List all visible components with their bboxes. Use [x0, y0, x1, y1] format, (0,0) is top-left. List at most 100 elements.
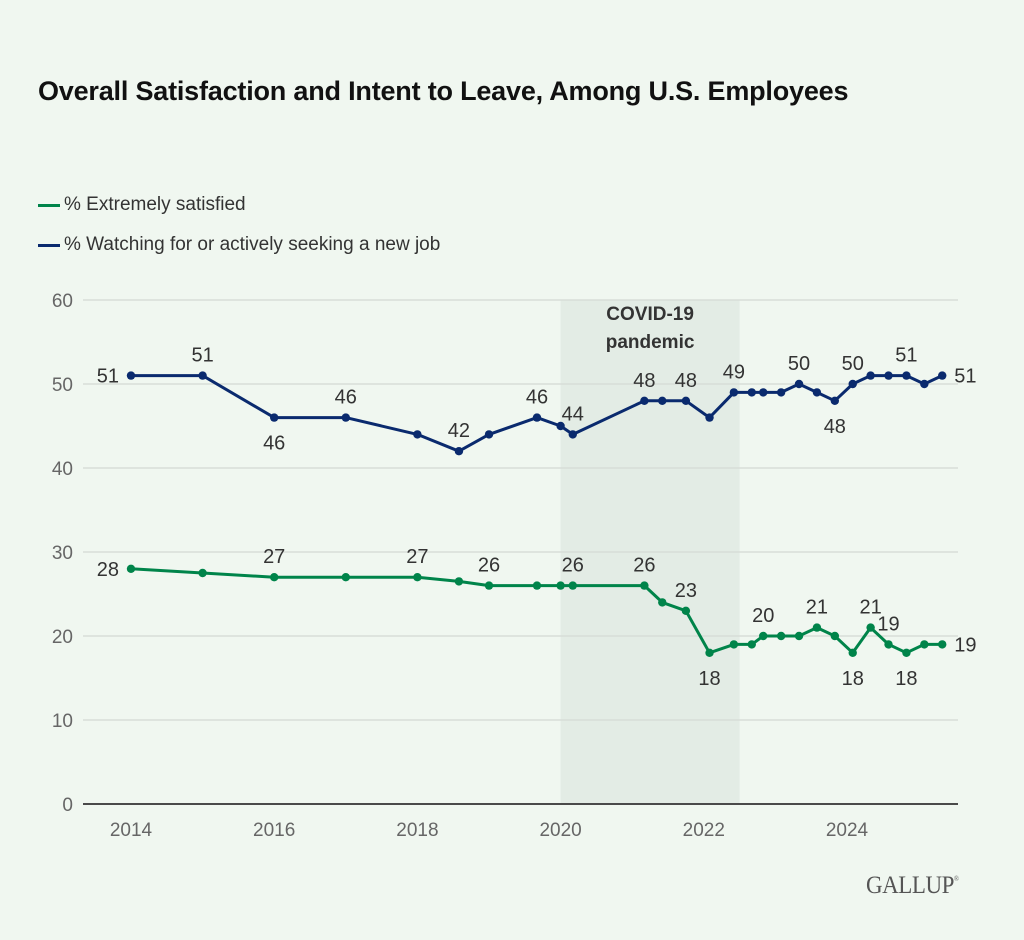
chart-title: Overall Satisfaction and Intent to Leave… — [38, 76, 849, 106]
data-label-seeking: 44 — [562, 403, 584, 425]
data-point-satisfied — [270, 573, 279, 582]
data-label-satisfied: 21 — [806, 597, 828, 619]
data-label-seeking: 48 — [675, 370, 697, 392]
data-point-seeking — [556, 421, 565, 431]
data-point-seeking — [794, 379, 804, 389]
data-point-seeking — [830, 396, 840, 405]
data-point-satisfied — [884, 640, 893, 649]
data-point-satisfied — [938, 640, 947, 649]
y-tick-label-50: 50 — [52, 375, 73, 396]
data-point-satisfied — [747, 640, 756, 649]
data-point-seeking — [413, 430, 422, 439]
x-tick-label-2016: 2016 — [253, 820, 295, 841]
legend-item-satisfied: % Extremely satisfied — [38, 185, 440, 225]
data-label-satisfied: 23 — [675, 580, 697, 602]
data-label-seeking: 50 — [788, 353, 810, 375]
legend-item-seeking: % Watching for or actively seeking a new… — [38, 225, 440, 265]
legend-swatch-satisfied — [38, 203, 60, 207]
data-point-satisfied — [729, 640, 739, 649]
data-label-satisfied: 27 — [263, 546, 285, 568]
data-point-satisfied — [532, 581, 542, 590]
data-point-seeking — [681, 396, 691, 405]
data-point-satisfied — [413, 573, 422, 582]
data-point-seeking — [848, 379, 857, 389]
y-tick-label-30: 30 — [52, 543, 73, 564]
data-label-seeking: 51 — [954, 366, 976, 388]
gallup-logo: GALLUP® — [866, 872, 959, 899]
data-point-satisfied — [454, 577, 464, 586]
data-point-seeking — [884, 371, 893, 380]
data-point-satisfied — [126, 564, 136, 573]
data-label-satisfied: 19 — [877, 613, 899, 635]
data-point-satisfied — [198, 568, 207, 578]
data-point-satisfied — [866, 623, 875, 632]
data-point-seeking — [747, 388, 756, 397]
data-label-seeking: 50 — [842, 353, 864, 375]
data-point-seeking — [198, 371, 207, 380]
data-point-seeking — [270, 413, 279, 422]
data-label-seeking: 51 — [895, 345, 917, 367]
data-label-satisfied: 18 — [895, 668, 917, 690]
x-tick-label-2014: 2014 — [110, 820, 153, 841]
data-point-satisfied — [640, 581, 649, 590]
data-label-satisfied: 21 — [860, 597, 882, 619]
data-label-satisfied: 27 — [406, 546, 428, 568]
data-label-satisfied: 26 — [562, 555, 584, 577]
data-point-seeking — [126, 371, 136, 380]
data-label-seeking: 42 — [448, 420, 470, 442]
y-tick-label-10: 10 — [52, 711, 73, 732]
data-label-seeking: 48 — [824, 416, 846, 438]
data-label-seeking: 49 — [723, 361, 745, 383]
data-point-satisfied — [556, 581, 565, 590]
data-label-satisfied: 18 — [698, 668, 720, 690]
y-tick-label-0: 0 — [62, 795, 73, 816]
data-point-seeking — [568, 430, 577, 439]
data-point-satisfied — [902, 648, 911, 657]
y-tick-label-60: 60 — [52, 291, 73, 312]
data-point-satisfied — [830, 631, 840, 641]
data-point-satisfied — [776, 631, 786, 641]
data-point-satisfied — [681, 606, 691, 615]
data-label-satisfied: 19 — [954, 634, 976, 656]
data-label-satisfied: 26 — [633, 555, 655, 577]
data-point-satisfied — [759, 631, 768, 641]
legend: % Extremely satisfied % Watching for or … — [38, 185, 440, 265]
data-point-seeking — [812, 388, 822, 397]
y-tick-label-20: 20 — [52, 627, 73, 648]
x-tick-label-2018: 2018 — [396, 820, 438, 841]
data-point-satisfied — [848, 648, 857, 657]
x-tick-label-2024: 2024 — [826, 820, 869, 841]
data-point-satisfied — [341, 573, 350, 582]
legend-label-seeking: % Watching for or actively seeking a new… — [64, 234, 441, 255]
data-label-seeking: 46 — [526, 387, 548, 409]
data-point-seeking — [658, 396, 667, 405]
data-label-satisfied: 20 — [752, 605, 774, 627]
covid-annotation-line1: COVID-19 — [606, 304, 694, 325]
data-point-satisfied — [568, 581, 577, 590]
data-label-satisfied: 28 — [97, 559, 119, 581]
data-label-seeking: 46 — [335, 387, 357, 409]
data-point-satisfied — [705, 648, 714, 657]
legend-label-satisfied: % Extremely satisfied — [64, 194, 246, 215]
data-point-satisfied — [484, 581, 494, 590]
data-label-seeking: 51 — [191, 345, 213, 367]
data-point-seeking — [759, 388, 768, 397]
data-point-seeking — [705, 413, 714, 422]
data-point-satisfied — [658, 598, 667, 607]
data-point-seeking — [532, 413, 542, 422]
data-point-satisfied — [794, 631, 804, 641]
data-label-satisfied: 26 — [478, 555, 500, 577]
data-point-seeking — [729, 388, 739, 397]
data-point-satisfied — [812, 623, 822, 632]
x-tick-label-2020: 2020 — [539, 820, 581, 841]
data-point-seeking — [866, 371, 875, 380]
y-tick-label-40: 40 — [52, 459, 73, 480]
data-point-seeking — [484, 430, 494, 439]
data-label-satisfied: 18 — [842, 668, 864, 690]
data-point-seeking — [938, 371, 947, 380]
data-label-seeking: 46 — [263, 433, 285, 455]
data-point-satisfied — [920, 640, 929, 649]
covid-annotation-line2: pandemic — [606, 332, 695, 353]
x-tick-label-2022: 2022 — [683, 820, 725, 841]
